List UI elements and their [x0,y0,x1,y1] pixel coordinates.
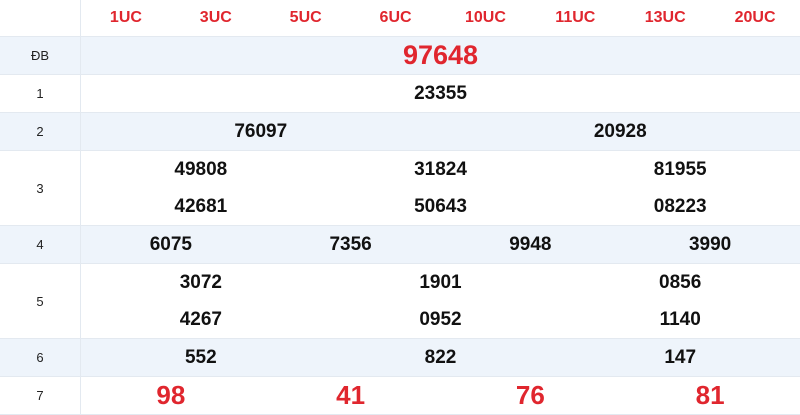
result-number: 7356 [261,234,441,256]
result-number: 50643 [321,196,561,218]
result-number: 9948 [441,234,621,256]
result-number: 08223 [560,196,800,218]
result-number: 81 [620,380,800,411]
result-number: 98 [81,380,261,411]
prize-label: 5 [0,264,81,338]
header-cell: 13UC [620,9,710,27]
result-number: 97648 [81,40,800,71]
result-number: 31824 [321,159,561,181]
result-number: 41 [261,380,441,411]
number-line: 97648 [81,37,800,74]
result-number: 4267 [81,309,321,331]
header-cell: 6UC [351,9,441,27]
result-number: 3990 [620,234,800,256]
prize-label: 2 [0,113,81,150]
result-number: 81955 [560,159,800,181]
prize-label: ĐB [0,37,81,74]
header-blank [0,0,81,36]
result-number: 6075 [81,234,261,256]
result-number: 1901 [321,272,561,294]
result-number: 0856 [560,272,800,294]
header-cell: 1UC [81,9,171,27]
prize-label: 1 [0,75,81,112]
header-cell: 10UC [441,9,531,27]
prize-label: 7 [0,377,81,414]
result-number: 147 [560,347,800,369]
result-number: 552 [81,347,321,369]
header-cell: 11UC [530,9,620,27]
result-number: 3072 [81,272,321,294]
result-number: 23355 [81,83,800,105]
result-number: 1140 [560,309,800,331]
header-cell: 5UC [261,9,351,27]
result-number: 822 [321,347,561,369]
prize-label: 6 [0,339,81,376]
result-number: 42681 [81,196,321,218]
number-line: 23355 [81,75,800,112]
header-cell: 3UC [171,9,261,27]
header-cell: 20UC [710,9,800,27]
result-number: 49808 [81,159,321,181]
result-number: 76 [441,380,621,411]
result-number: 20928 [441,121,800,143]
result-number: 76097 [81,121,441,143]
prize-label: 4 [0,226,81,263]
result-number: 0952 [321,309,561,331]
prize-label: 3 [0,151,81,225]
